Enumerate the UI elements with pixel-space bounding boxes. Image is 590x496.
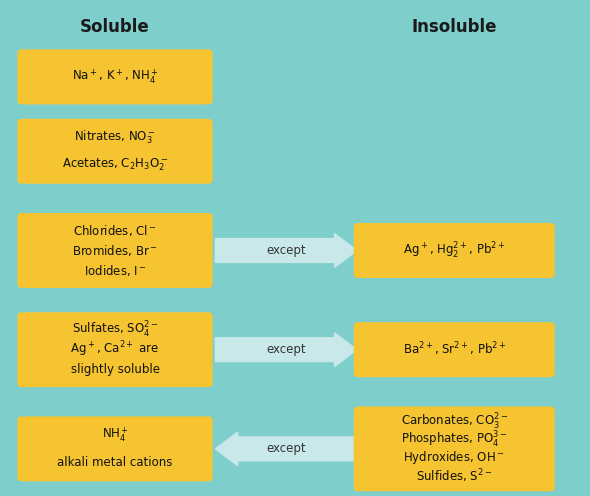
Text: Ag$^+$, Hg$_2^{2+}$, Pb$^{2+}$: Ag$^+$, Hg$_2^{2+}$, Pb$^{2+}$ <box>403 241 506 260</box>
Text: except: except <box>266 442 306 455</box>
Text: Insoluble: Insoluble <box>412 18 497 36</box>
Text: Nitrates, NO$_3^-$: Nitrates, NO$_3^-$ <box>74 128 156 146</box>
Text: Iodides, I$^-$: Iodides, I$^-$ <box>84 263 146 278</box>
Text: Chlorides, Cl$^-$: Chlorides, Cl$^-$ <box>73 223 157 238</box>
Text: Carbonates, CO$_3^{2-}$: Carbonates, CO$_3^{2-}$ <box>401 412 508 432</box>
Text: Sulfides, S$^{2-}$: Sulfides, S$^{2-}$ <box>416 467 493 485</box>
FancyBboxPatch shape <box>18 417 213 481</box>
Text: Bromides, Br$^-$: Bromides, Br$^-$ <box>72 243 158 258</box>
Text: except: except <box>266 343 306 356</box>
Text: Soluble: Soluble <box>80 18 150 36</box>
Text: Hydroxides, OH$^-$: Hydroxides, OH$^-$ <box>404 449 505 466</box>
Text: slightly soluble: slightly soluble <box>71 363 159 376</box>
FancyBboxPatch shape <box>18 312 213 387</box>
Text: Ag$^+$, Ca$^{2+}$ are: Ag$^+$, Ca$^{2+}$ are <box>70 340 160 360</box>
Text: Na$^+$, K$^+$, NH$_4^+$: Na$^+$, K$^+$, NH$_4^+$ <box>71 67 159 86</box>
Text: Sulfates, SO$_4^{2-}$: Sulfates, SO$_4^{2-}$ <box>72 320 158 340</box>
FancyArrow shape <box>215 333 357 367</box>
FancyBboxPatch shape <box>18 213 213 288</box>
FancyArrow shape <box>215 234 357 267</box>
Text: Phosphates, PO$_4^{3-}$: Phosphates, PO$_4^{3-}$ <box>401 430 507 450</box>
FancyBboxPatch shape <box>354 223 555 278</box>
FancyBboxPatch shape <box>354 322 555 377</box>
FancyBboxPatch shape <box>18 50 213 105</box>
Text: alkali metal cations: alkali metal cations <box>57 456 173 469</box>
Text: Acetates, C$_2$H$_3$O$_2^-$: Acetates, C$_2$H$_3$O$_2^-$ <box>62 157 168 174</box>
FancyArrow shape <box>215 432 357 466</box>
Text: except: except <box>266 244 306 257</box>
Text: Ba$^{2+}$, Sr$^{2+}$, Pb$^{2+}$: Ba$^{2+}$, Sr$^{2+}$, Pb$^{2+}$ <box>402 341 506 359</box>
FancyBboxPatch shape <box>354 407 555 491</box>
FancyBboxPatch shape <box>18 119 213 184</box>
Text: NH$_4^+$: NH$_4^+$ <box>101 426 129 444</box>
